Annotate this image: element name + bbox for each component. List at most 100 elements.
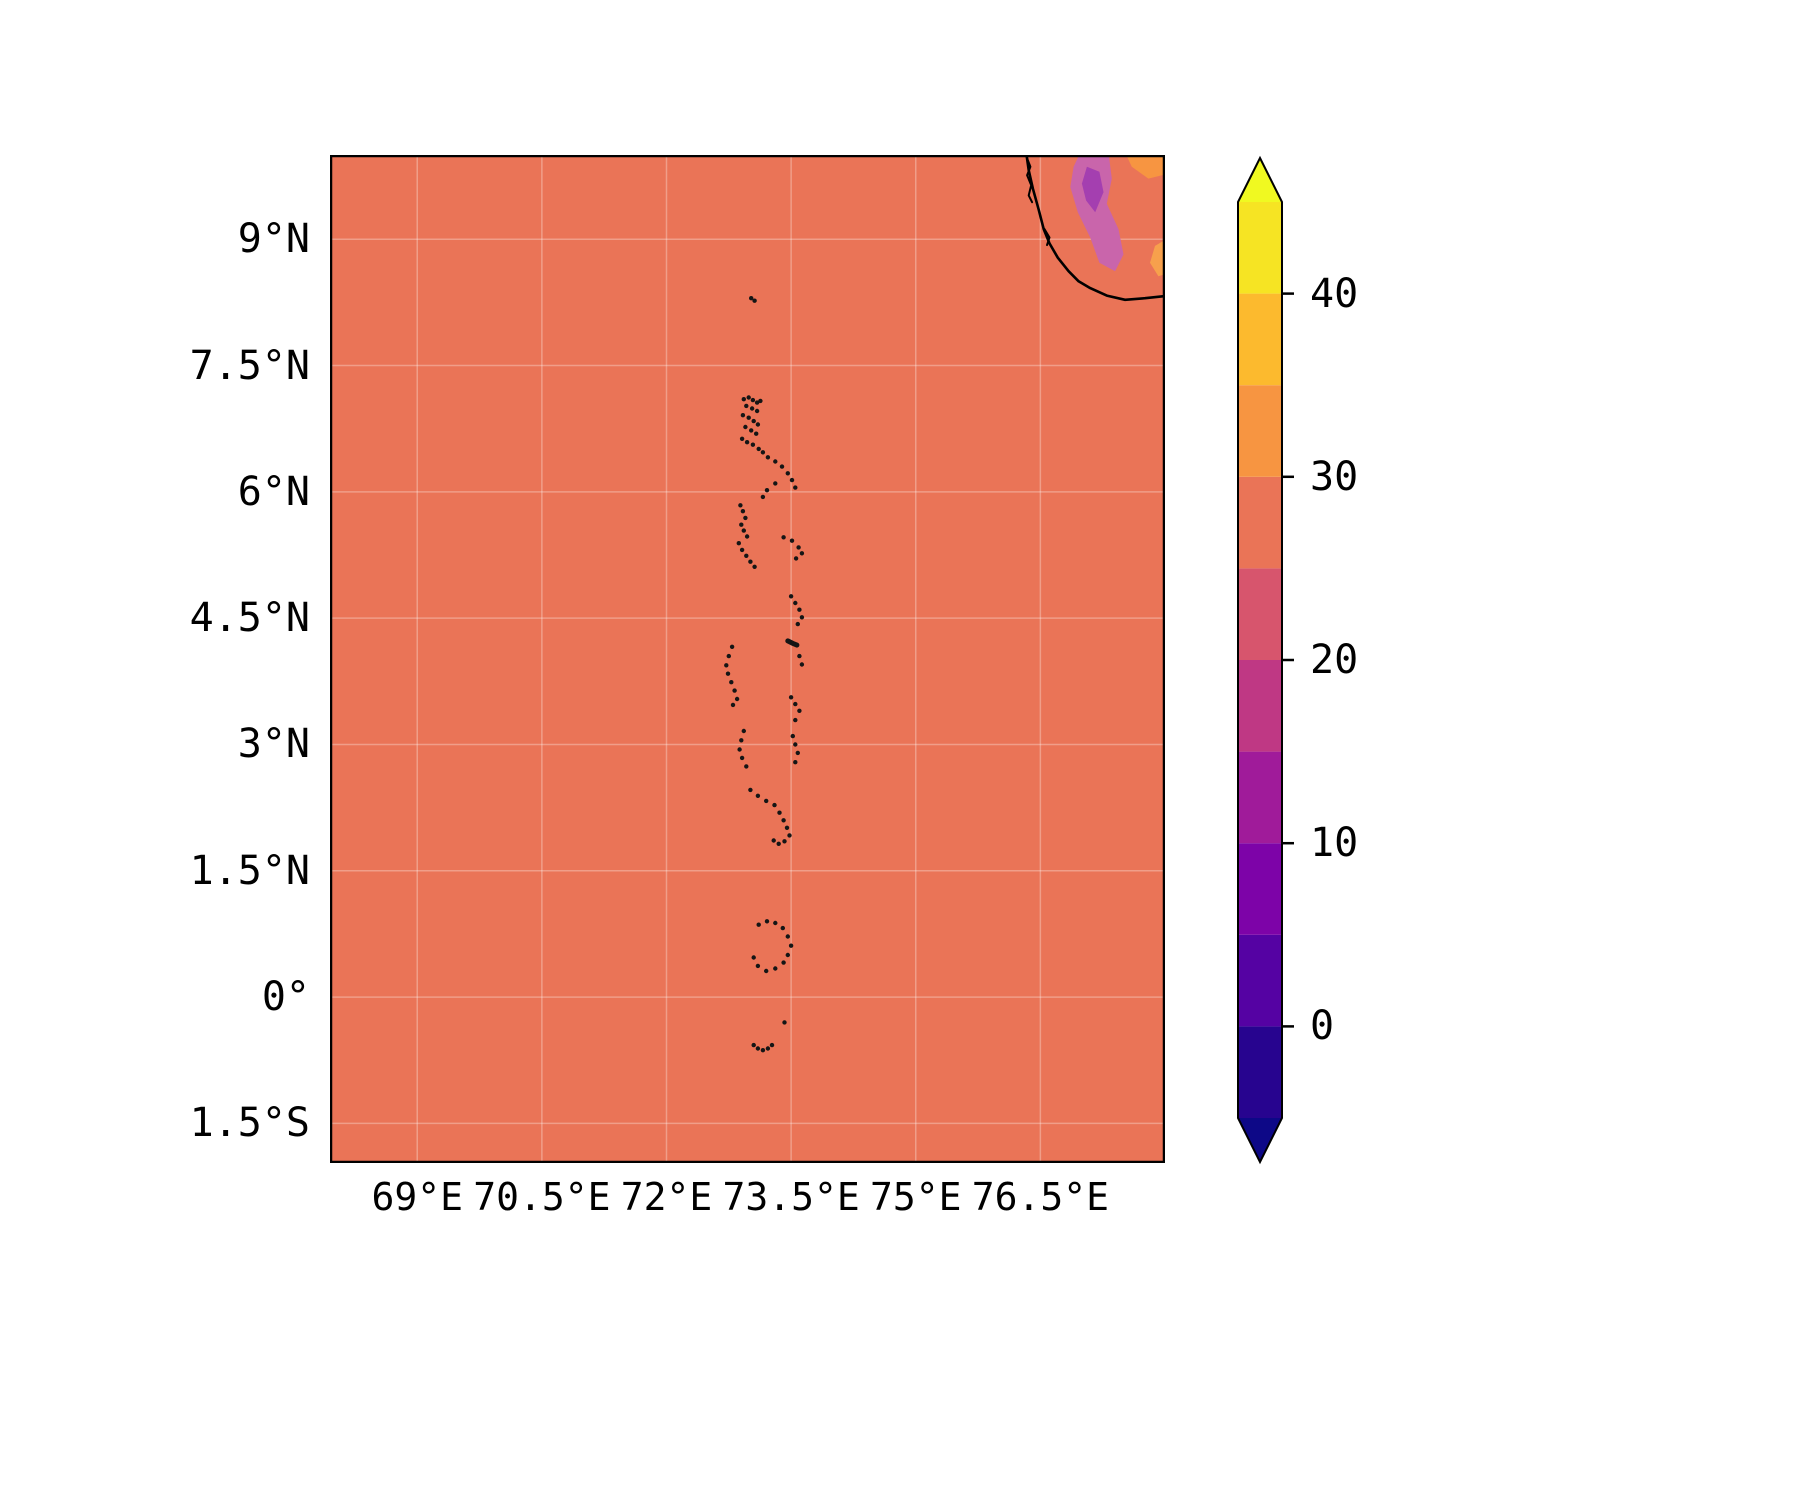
x-tick-label: 72°E bbox=[620, 1175, 713, 1219]
island-dot bbox=[777, 810, 782, 815]
x-tick-label: 76.5°E bbox=[971, 1175, 1109, 1219]
island-dot bbox=[734, 696, 740, 702]
colorbar-band bbox=[1238, 385, 1282, 477]
colorbar-outline bbox=[1237, 155, 1283, 1165]
island-dot bbox=[749, 428, 754, 433]
island-dot bbox=[743, 515, 748, 521]
island-dot bbox=[764, 968, 769, 974]
island-dot bbox=[760, 450, 766, 455]
island-dot bbox=[795, 750, 800, 756]
colorbar-band bbox=[1238, 751, 1282, 844]
island-dot bbox=[737, 747, 742, 752]
x-tick-label: 73.5°E bbox=[722, 1175, 860, 1219]
island-dot bbox=[793, 742, 798, 747]
island-dot bbox=[748, 559, 753, 564]
colorbar-tick-label: 30 bbox=[1310, 453, 1359, 500]
colorbar-tick-label: 10 bbox=[1310, 820, 1359, 867]
island-dot bbox=[756, 446, 761, 452]
coastline bbox=[1025, 155, 1165, 302]
colorbar-band bbox=[1238, 293, 1282, 386]
island-dot bbox=[772, 802, 777, 808]
island-dot bbox=[744, 534, 750, 539]
island-dot bbox=[795, 621, 800, 627]
island-dot bbox=[749, 406, 755, 411]
colorbar-band bbox=[1238, 568, 1282, 660]
colorbar-under-arrow bbox=[1238, 1118, 1282, 1162]
warm-patch-top bbox=[1126, 155, 1165, 179]
map-plot bbox=[330, 155, 1165, 1163]
island-dot bbox=[740, 413, 746, 418]
island-dot bbox=[788, 695, 794, 700]
island-dot bbox=[793, 701, 798, 707]
island-dot bbox=[758, 398, 763, 404]
island-dot bbox=[793, 600, 798, 606]
colorbar-band bbox=[1238, 202, 1282, 294]
island-dot bbox=[732, 688, 737, 693]
island-dot bbox=[755, 422, 761, 427]
island-dot bbox=[755, 793, 761, 798]
warm-patch-right bbox=[1150, 239, 1165, 277]
island-dot bbox=[764, 919, 770, 924]
island-dot bbox=[724, 663, 729, 668]
island-dot bbox=[780, 925, 785, 931]
island-dot bbox=[760, 494, 766, 500]
island-dot bbox=[738, 503, 743, 508]
land-features bbox=[1025, 155, 1165, 302]
island-dot bbox=[748, 787, 753, 793]
coastline bbox=[1043, 228, 1051, 247]
island-dot bbox=[741, 397, 746, 402]
colorbar-over-arrow bbox=[1238, 158, 1282, 202]
island-dot bbox=[773, 459, 778, 464]
island-dot bbox=[749, 296, 754, 301]
island-dot bbox=[779, 464, 785, 469]
island-dot bbox=[781, 535, 786, 540]
island-dot bbox=[799, 551, 805, 556]
island-dot bbox=[782, 839, 787, 844]
island-dot bbox=[773, 920, 778, 926]
x-tick-label: 75°E bbox=[869, 1175, 962, 1219]
colorbar bbox=[1237, 155, 1294, 1165]
island-dot bbox=[764, 798, 769, 804]
island-dot bbox=[797, 607, 802, 612]
y-tick-label: 0° bbox=[261, 974, 310, 1021]
island-dot bbox=[789, 538, 795, 543]
island-dot bbox=[773, 966, 778, 971]
island-dot bbox=[729, 680, 734, 685]
island-dot bbox=[726, 653, 731, 659]
island-dot bbox=[782, 1020, 787, 1025]
island-dot bbox=[785, 471, 790, 476]
island-dot bbox=[796, 545, 801, 550]
island-dot bbox=[776, 841, 781, 846]
x-tick-label: 70.5°E bbox=[473, 1175, 611, 1219]
island-dot bbox=[750, 397, 756, 403]
island-dot bbox=[760, 1048, 766, 1053]
island-dot bbox=[793, 760, 798, 765]
island-dot bbox=[744, 440, 750, 445]
colorbar-band bbox=[1238, 476, 1282, 569]
island-dot bbox=[773, 481, 778, 486]
island-dot bbox=[744, 553, 749, 558]
island-dot bbox=[752, 298, 757, 303]
island-dot bbox=[754, 431, 759, 436]
island-dot bbox=[751, 418, 756, 424]
island-dot bbox=[739, 522, 744, 527]
y-tick-label: 6°N bbox=[237, 468, 310, 515]
island-dot bbox=[793, 556, 799, 561]
y-tick-label: 1.5°N bbox=[189, 847, 310, 894]
island-dot bbox=[785, 952, 790, 958]
island-dot bbox=[788, 943, 794, 948]
island-dot bbox=[739, 738, 744, 743]
island-dot bbox=[785, 934, 790, 939]
island-dot bbox=[755, 1046, 761, 1051]
y-tick-label: 9°N bbox=[237, 216, 310, 263]
colorbar-band bbox=[1238, 843, 1282, 935]
island-dot bbox=[754, 400, 760, 405]
island-dot bbox=[787, 833, 792, 838]
island-dot bbox=[765, 1046, 771, 1051]
colorbar-band bbox=[1238, 934, 1282, 1027]
colorbar-tick-label: 40 bbox=[1310, 270, 1359, 317]
island-dot bbox=[739, 755, 745, 761]
y-tick-label: 3°N bbox=[237, 721, 310, 768]
island-dot bbox=[729, 644, 735, 649]
island-dot bbox=[781, 960, 786, 965]
